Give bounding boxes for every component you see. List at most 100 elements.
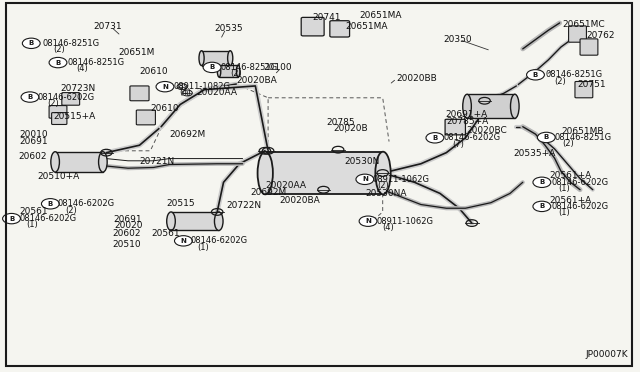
FancyBboxPatch shape — [136, 110, 156, 125]
Circle shape — [359, 216, 377, 227]
Ellipse shape — [99, 152, 107, 172]
Text: B: B — [9, 216, 14, 222]
Circle shape — [22, 38, 40, 48]
Text: 08146-8251G: 08146-8251G — [545, 70, 602, 79]
Circle shape — [538, 132, 556, 142]
Ellipse shape — [51, 152, 60, 172]
Text: 08146-8251G: 08146-8251G — [68, 58, 125, 67]
Text: 08911-1062G: 08911-1062G — [376, 217, 433, 226]
Text: 08146-8251G: 08146-8251G — [42, 39, 99, 48]
Text: 08146-6202G: 08146-6202G — [552, 178, 609, 187]
Ellipse shape — [257, 152, 273, 194]
Text: B: B — [209, 64, 214, 70]
Text: (7): (7) — [452, 140, 465, 149]
Text: 20785+A: 20785+A — [446, 118, 488, 126]
Text: 20510: 20510 — [112, 240, 141, 249]
Text: 20020AA: 20020AA — [196, 89, 238, 97]
Text: 20602: 20602 — [112, 228, 141, 238]
Text: 20350: 20350 — [443, 35, 472, 44]
Text: 20020B: 20020B — [333, 124, 367, 133]
Ellipse shape — [463, 94, 471, 118]
Ellipse shape — [511, 94, 519, 118]
Text: B: B — [540, 203, 545, 209]
Text: 20610: 20610 — [150, 104, 179, 113]
Circle shape — [182, 90, 193, 96]
Text: 20535: 20535 — [214, 24, 243, 33]
Text: 20692M: 20692M — [170, 130, 205, 140]
Text: N: N — [365, 218, 371, 224]
Circle shape — [426, 133, 444, 143]
Circle shape — [527, 70, 545, 80]
Circle shape — [49, 57, 67, 68]
Text: 20561: 20561 — [20, 207, 49, 216]
Text: 20731: 20731 — [93, 22, 122, 31]
Text: 20691+A: 20691+A — [445, 110, 487, 119]
Text: (2): (2) — [54, 45, 65, 54]
Text: 08911-1062G: 08911-1062G — [372, 175, 429, 184]
Text: 08146-6202G: 08146-6202G — [191, 236, 248, 246]
FancyBboxPatch shape — [575, 81, 593, 98]
Circle shape — [3, 214, 20, 224]
Circle shape — [177, 84, 188, 90]
Text: 20602: 20602 — [19, 152, 47, 161]
Text: 20020AA: 20020AA — [265, 181, 306, 190]
Text: 20010: 20010 — [20, 129, 49, 139]
Text: 20020BA: 20020BA — [236, 76, 277, 85]
Text: (1): (1) — [559, 208, 570, 217]
Text: (4): (4) — [179, 89, 191, 97]
Text: 20515+A: 20515+A — [53, 112, 95, 121]
Text: 20535+A: 20535+A — [513, 149, 556, 158]
Text: 20530N: 20530N — [344, 157, 380, 166]
Text: B: B — [544, 134, 549, 141]
Bar — [171, 212, 219, 231]
Text: 20741: 20741 — [313, 13, 341, 22]
Circle shape — [42, 199, 60, 209]
FancyBboxPatch shape — [265, 152, 383, 194]
Text: 20691: 20691 — [113, 215, 142, 224]
Bar — [55, 152, 103, 172]
Circle shape — [364, 218, 374, 224]
Text: 08911-1082G: 08911-1082G — [174, 82, 231, 91]
FancyBboxPatch shape — [445, 119, 465, 135]
Text: 20651MA: 20651MA — [346, 22, 388, 31]
Text: (1): (1) — [559, 184, 570, 193]
Circle shape — [533, 201, 551, 212]
Text: 20651MC: 20651MC — [562, 20, 605, 29]
Text: JP00007K: JP00007K — [585, 350, 628, 359]
Text: 20751: 20751 — [577, 80, 605, 89]
Circle shape — [21, 92, 39, 102]
FancyBboxPatch shape — [568, 26, 586, 42]
Text: 20651MA: 20651MA — [359, 11, 402, 20]
Circle shape — [156, 81, 174, 92]
Text: B: B — [56, 60, 61, 65]
Text: 20651MB: 20651MB — [561, 126, 604, 136]
Text: B: B — [540, 179, 545, 185]
Text: (4): (4) — [76, 64, 88, 73]
Text: B: B — [533, 72, 538, 78]
Text: N: N — [362, 176, 368, 182]
Text: (1): (1) — [26, 221, 38, 230]
Text: N: N — [180, 238, 186, 244]
FancyBboxPatch shape — [62, 93, 79, 105]
Bar — [467, 94, 515, 118]
Text: (2): (2) — [66, 206, 77, 215]
Text: 20561+A: 20561+A — [550, 171, 592, 180]
Text: 20610: 20610 — [140, 67, 168, 76]
FancyBboxPatch shape — [301, 17, 324, 36]
FancyBboxPatch shape — [52, 113, 67, 125]
Text: (2): (2) — [555, 77, 566, 86]
Text: 08146-6202G: 08146-6202G — [38, 93, 95, 102]
Ellipse shape — [218, 65, 221, 77]
Text: 20721N: 20721N — [140, 157, 175, 166]
Circle shape — [356, 174, 374, 185]
Text: (2): (2) — [230, 69, 242, 78]
Text: 20020BB: 20020BB — [397, 74, 438, 83]
Text: 20722N: 20722N — [227, 201, 262, 210]
Text: (2): (2) — [562, 139, 574, 148]
Text: 20561+A: 20561+A — [550, 196, 592, 205]
Bar — [219, 65, 238, 77]
Text: B: B — [28, 94, 33, 100]
Ellipse shape — [228, 51, 233, 65]
Text: 20515: 20515 — [166, 199, 195, 208]
Text: 08146-6202G: 08146-6202G — [58, 199, 115, 208]
